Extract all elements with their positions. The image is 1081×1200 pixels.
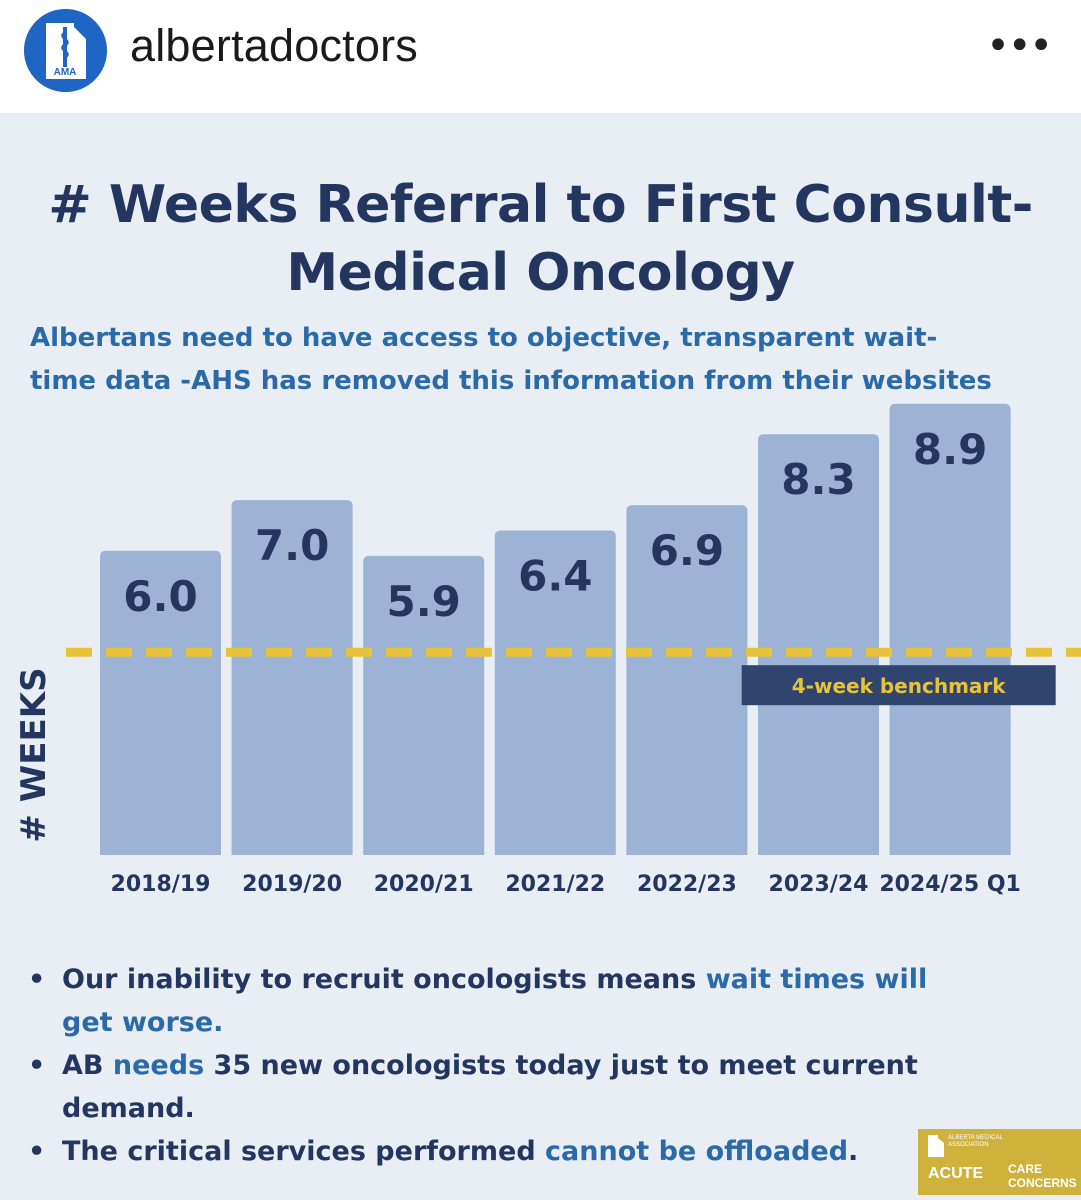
- bar-value-label: 6.0: [123, 572, 197, 621]
- chart-title-line-1: # Weeks Referral to First Consult-: [48, 175, 1033, 235]
- bar: [231, 500, 353, 855]
- bullet-list: Our inability to recruit oncologists mea…: [28, 958, 928, 1173]
- y-axis-label: # WEEKS: [14, 667, 54, 843]
- bar-value-label: 6.9: [650, 526, 724, 575]
- x-tick-label: 2023/24: [769, 872, 869, 897]
- bullet-text: .: [848, 1136, 859, 1167]
- x-tick-label: 2022/23: [637, 872, 737, 897]
- chart-title-line-2: Medical Oncology: [286, 243, 795, 303]
- badge-acute-label: ACUTE: [928, 1165, 984, 1182]
- bar-value-label: 8.3: [781, 455, 855, 504]
- x-tick-label: 2024/25 Q1: [879, 872, 1021, 897]
- chart-subtitle-line-1: Albertans need to have access to objecti…: [30, 323, 938, 353]
- bar-value-label: 8.9: [913, 425, 987, 474]
- ama-badge-logo-icon: [928, 1135, 944, 1157]
- bullet-item: Our inability to recruit oncologists mea…: [28, 958, 928, 1044]
- svg-text:AMA: AMA: [54, 67, 77, 78]
- benchmark-label-box: [741, 665, 1056, 706]
- badge-care: CARE: [1008, 1162, 1043, 1176]
- acute-care-concerns-badge: ALBERTA MEDICAL ASSOCIATION ACUTE CARE C…: [918, 1129, 1081, 1195]
- bullet-item: The critical services performed cannot b…: [28, 1130, 928, 1173]
- post-header: AMA albertadoctors •••: [0, 0, 1081, 113]
- bar-value-label: 5.9: [386, 577, 460, 626]
- x-tick-label: 2020/21: [374, 872, 474, 897]
- more-options-icon[interactable]: •••: [986, 23, 1053, 69]
- bar-chart: 6.0 2018/19 7.0 2019/20 5.9 2020/21 6.4 2021/22…: [66, 403, 1081, 897]
- bar-value-label: 7.0: [255, 521, 329, 570]
- bullet-text: The critical services performed: [62, 1136, 546, 1167]
- bullet-text: 35 new oncologists today just to meet cu…: [62, 1050, 918, 1124]
- account-username[interactable]: albertadoctors: [130, 20, 418, 71]
- bullet-highlight-text: wait times will get worse.: [62, 964, 928, 1038]
- ama-logo-icon[interactable]: AMA: [24, 9, 107, 92]
- x-tick-label: 2021/22: [505, 872, 605, 897]
- bullet-text: Our inability to recruit oncologists mea…: [62, 964, 706, 995]
- badge-concerns: CONCERNS: [1008, 1176, 1077, 1190]
- badge-care-concerns-label: CARE CONCERNS: [1008, 1162, 1077, 1190]
- bullet-highlight-text: needs: [112, 1050, 205, 1081]
- chart-subtitle-line-2: time data -AHS has removed this informat…: [30, 366, 992, 396]
- bar: [363, 555, 485, 855]
- x-tick-label: 2018/19: [111, 872, 211, 897]
- bar: [100, 550, 221, 855]
- benchmark-label: 4-week benchmark: [792, 674, 1006, 698]
- bar: [494, 530, 616, 855]
- badge-association-name: ALBERTA MEDICAL ASSOCIATION: [948, 1135, 1003, 1148]
- bar: [758, 434, 879, 855]
- bar: [626, 505, 748, 855]
- bar-value-label: 6.4: [518, 552, 592, 601]
- post-image: # Weeks Referral to First Consult- Medic…: [0, 113, 1081, 1200]
- chart-title: # Weeks Referral to First Consult- Medic…: [0, 171, 1081, 307]
- bar: [889, 403, 1011, 855]
- bullet-highlight-text: cannot be offloaded: [545, 1136, 849, 1167]
- bullet-item: AB needs 35 new oncologists today just t…: [28, 1044, 928, 1130]
- chart-subtitle: Albertans need to have access to objecti…: [30, 317, 1070, 403]
- bullet-text: AB: [62, 1050, 113, 1081]
- x-tick-label: 2019/20: [242, 872, 342, 897]
